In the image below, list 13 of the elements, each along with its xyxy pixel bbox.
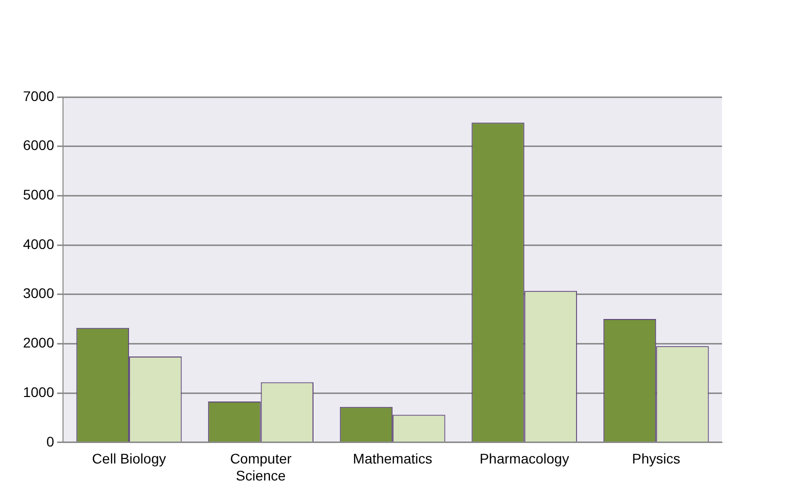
y-tick-label: 6000 (22, 137, 54, 154)
y-tick-label: 7000 (22, 88, 54, 104)
y-tick-label: 5000 (22, 186, 54, 203)
y-tick-label: 1000 (22, 384, 54, 400)
y-tick-label: 4000 (22, 236, 54, 252)
y-tick-label: 2000 (22, 334, 54, 351)
x-tick-label: Physics (632, 450, 680, 467)
x-tick-label: Mathematics (352, 450, 432, 467)
x-tick-label: Computer Science (230, 450, 292, 484)
x-tick-label: Cell Biology (92, 450, 166, 467)
y-tick-label: 3000 (22, 285, 54, 302)
y-tick-label: 0 (46, 433, 54, 450)
x-tick-label: Pharmacology (480, 450, 570, 467)
